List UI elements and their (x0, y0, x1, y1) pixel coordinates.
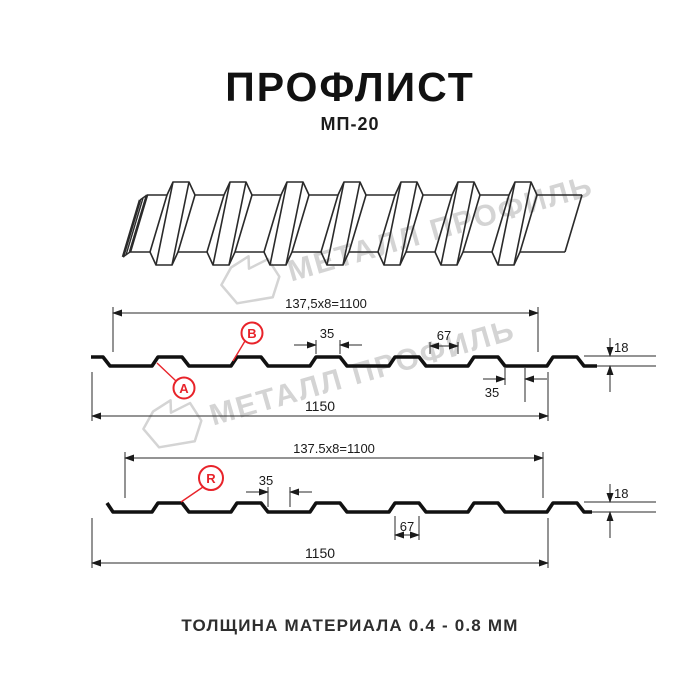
dim-rib-bottom-1: 35 (485, 385, 499, 400)
dim-height-2: 18 (614, 486, 628, 501)
dim-height-1: 18 (614, 340, 628, 355)
dim-rib-top-1: 35 (320, 326, 334, 341)
page-title: ПРОФЛИСТ (225, 64, 475, 110)
sheet-near-edge (130, 251, 565, 266)
label-b-text: B (247, 326, 256, 341)
side-label-b: B (232, 321, 264, 362)
dim-total-width-2: 1150 (305, 545, 335, 561)
profile-section-2: 137.5x8=1100 35 67 18 1150 R (91, 441, 656, 568)
sheet-left-edge (121, 194, 149, 258)
watermark-text: МЕТАЛЛ ПРОФИЛЬ (284, 169, 597, 288)
side-label-a: A (156, 362, 196, 400)
page-subtitle: МП-20 (320, 114, 380, 134)
material-thickness-note: ТОЛЩИНА МАТЕРИАЛА 0.4 - 0.8 ММ (181, 616, 519, 635)
sheet-far-edge (147, 181, 582, 196)
sheet-3d-view (121, 181, 583, 266)
metall-profil-logo-icon (142, 399, 203, 449)
sheet-rib-lines (149, 181, 538, 266)
dim-total-width-1: 1150 (305, 398, 335, 414)
dim-working-width-2: 137.5x8=1100 (293, 441, 375, 456)
dim-valley-2: 67 (400, 519, 414, 534)
dim-valley-1: 67 (437, 328, 451, 343)
dim-rib-top-2: 35 (259, 473, 273, 488)
label-a-text: A (179, 381, 189, 396)
profile-1-outline (91, 355, 597, 368)
label-r-text: R (206, 471, 216, 486)
profile-section-1: 137,5x8=1100 35 67 18 35 1150 A B (91, 296, 656, 421)
profile-2-outline (105, 501, 592, 514)
side-label-r: R (180, 465, 224, 503)
dim-working-width-1: 137,5x8=1100 (285, 296, 367, 311)
sheet-right-edge (564, 194, 583, 253)
metall-profil-logo-icon (220, 255, 281, 305)
